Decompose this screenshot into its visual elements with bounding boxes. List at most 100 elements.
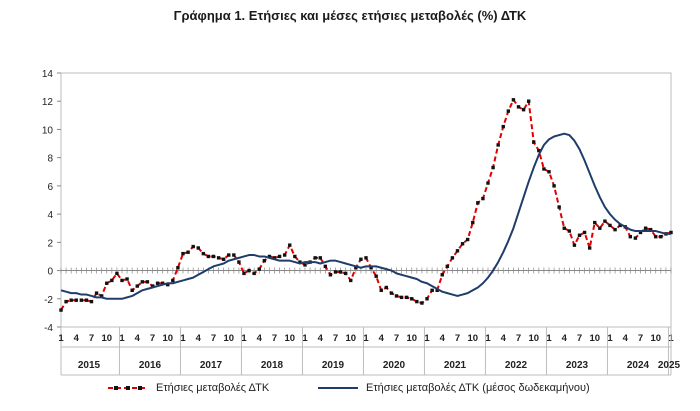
- month-tick-label: 10: [528, 333, 539, 344]
- month-tick-label: 10: [650, 333, 661, 344]
- series-point-0: [257, 267, 261, 271]
- series-point-0: [359, 257, 363, 261]
- series-point-0: [247, 268, 251, 273]
- month-tick-label: 4: [318, 333, 324, 344]
- y-tick-label: -4: [44, 323, 53, 334]
- series-point-0: [94, 291, 99, 295]
- series-point-0: [491, 165, 495, 170]
- month-tick-label: 10: [406, 333, 417, 344]
- month-tick-label: 1: [302, 333, 308, 344]
- series-point-0: [654, 234, 658, 239]
- series-point-0: [628, 234, 633, 239]
- year-label: 2025: [658, 360, 681, 371]
- month-tick-label: 4: [379, 333, 385, 344]
- series-point-0: [313, 256, 317, 260]
- series-point-0: [486, 181, 490, 185]
- series-point-0: [465, 237, 470, 242]
- year-label: 2018: [261, 360, 284, 371]
- series-point-0: [552, 184, 556, 188]
- series-point-0: [582, 230, 587, 235]
- series-point-0: [74, 298, 78, 302]
- month-tick-label: 7: [516, 333, 521, 344]
- series-point-0: [191, 244, 195, 249]
- series-point-0: [430, 288, 434, 293]
- series-point-0: [369, 266, 373, 270]
- month-tick-label: 7: [89, 333, 94, 344]
- series-point-0: [267, 254, 272, 259]
- legend-item-annual: Ετήσιες μεταβολές ΔΤΚ: [108, 382, 269, 394]
- series-point-0: [89, 299, 94, 304]
- series-point-0: [272, 256, 277, 260]
- series-point-0: [389, 291, 394, 295]
- y-tick-label: 8: [47, 154, 53, 165]
- month-tick-label: 1: [180, 333, 186, 344]
- month-tick-label: 4: [257, 333, 263, 344]
- series-point-0: [643, 226, 648, 230]
- year-label: 2022: [505, 360, 528, 371]
- month-tick-label: 1: [485, 333, 491, 344]
- series-point-0: [532, 140, 536, 144]
- month-tick-label: 1: [241, 333, 247, 344]
- series-line-0: [60, 98, 672, 311]
- series-point-0: [160, 281, 165, 285]
- month-tick-label: 10: [101, 333, 112, 344]
- plot-border: [60, 72, 672, 328]
- month-tick-label: 4: [501, 333, 507, 344]
- series-point-0: [79, 298, 84, 302]
- series-point-0: [572, 243, 577, 247]
- month-tick-label: 10: [223, 333, 234, 344]
- series-point-0: [496, 143, 500, 147]
- series-point-0: [354, 266, 358, 270]
- series-point-0: [135, 284, 139, 288]
- month-tick-label: 1: [119, 333, 125, 344]
- year-label: 2019: [322, 360, 345, 371]
- series-point-0: [206, 254, 211, 259]
- series-point-0: [420, 301, 424, 305]
- month-tick-label: 1: [424, 333, 430, 344]
- series-point-0: [318, 256, 322, 260]
- month-tick-label: 10: [589, 333, 600, 344]
- series-point-0: [669, 230, 673, 235]
- series-point-0: [501, 124, 505, 129]
- month-tick-label: 4: [135, 333, 141, 344]
- series-point-0: [537, 148, 541, 153]
- series-point-0: [557, 205, 561, 209]
- series-point-0: [562, 226, 566, 230]
- series-point-0: [593, 220, 597, 225]
- series-point-0: [333, 270, 338, 274]
- series-point-0: [659, 234, 663, 239]
- series-point-0: [125, 277, 129, 281]
- series-point-0: [211, 254, 216, 259]
- month-tick-label: 1: [363, 333, 369, 344]
- series-point-0: [613, 227, 617, 232]
- series-point-0: [481, 196, 485, 201]
- series-point-0: [216, 256, 221, 260]
- series-line-1: [60, 132, 671, 300]
- series-point-0: [384, 285, 389, 290]
- month-tick-label: 1: [58, 333, 64, 344]
- series-point-0: [186, 250, 190, 254]
- series-point-0: [516, 105, 521, 109]
- series-point-0: [648, 227, 653, 232]
- series-point-0: [526, 99, 531, 103]
- series-point-0: [460, 242, 465, 246]
- series-point-0: [547, 170, 551, 174]
- series-point-0: [120, 278, 124, 283]
- month-tick-label: 4: [562, 333, 568, 344]
- y-tick-label: 0: [47, 267, 53, 278]
- legend-label-annual: Ετήσιες μεταβολές ΔΤΚ: [156, 382, 270, 394]
- series-point-0: [201, 251, 206, 256]
- series-point-0: [440, 273, 444, 277]
- series-point-0: [343, 271, 348, 276]
- legend-label-average: Ετήσιες μεταβολές ΔΤΚ (μέσος δωδεκαμήνου…: [366, 382, 590, 394]
- series-point-0: [252, 271, 256, 276]
- series-point-0: [150, 284, 155, 288]
- series-point-0: [232, 253, 236, 257]
- series-point-0: [608, 223, 612, 228]
- series-point-0: [227, 253, 231, 257]
- series-point-0: [155, 281, 160, 285]
- y-tick-label: 14: [42, 69, 54, 80]
- month-tick-label: 10: [345, 333, 356, 344]
- series-point-0: [130, 288, 134, 293]
- series-point-0: [298, 260, 302, 264]
